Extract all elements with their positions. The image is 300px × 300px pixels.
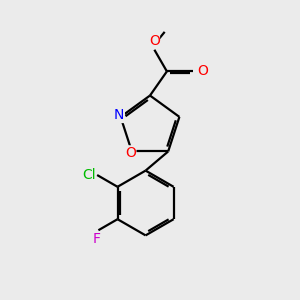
Text: O: O — [125, 146, 136, 160]
Text: Cl: Cl — [82, 168, 96, 182]
Text: O: O — [197, 64, 208, 78]
Text: O: O — [149, 34, 160, 48]
Text: F: F — [93, 232, 101, 246]
Text: N: N — [114, 108, 124, 122]
